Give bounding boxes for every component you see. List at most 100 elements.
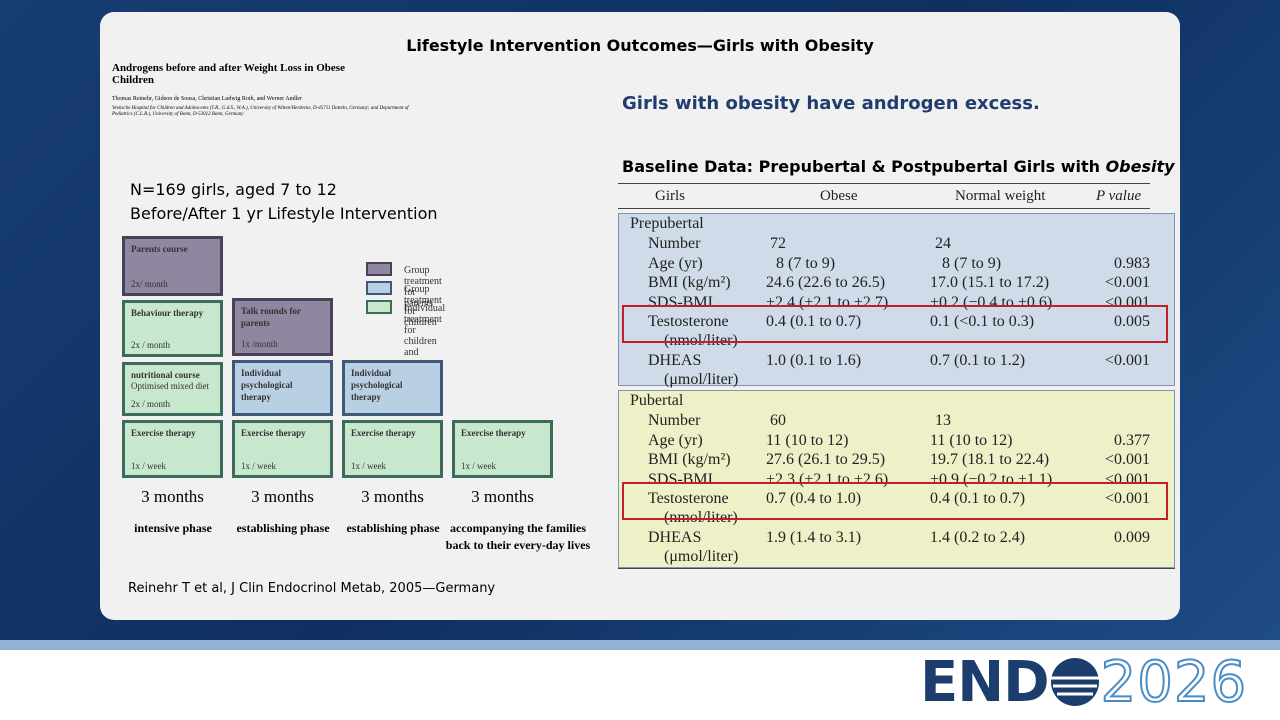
column-header: Girls — [655, 188, 685, 204]
obese-value: 72 — [770, 235, 786, 252]
therapy-box: Behaviour therapy 2x / month — [122, 300, 223, 357]
therapy-box: Exercise therapy 1x / week — [232, 420, 333, 478]
citation: Reinehr T et al, J Clin Endocrinol Metab… — [128, 581, 496, 596]
normal-value: 24 — [935, 235, 951, 252]
therapy-box: Talk rounds for parents 1x /month — [232, 298, 333, 356]
box-title: Parents course — [131, 244, 188, 254]
box-frequency: 1x / week — [461, 461, 496, 471]
p-value: 0.983 — [1114, 254, 1150, 272]
obese-value: 1.0 (0.1 to 1.6) — [766, 352, 862, 369]
row-label: DHEAS — [648, 352, 702, 369]
row-unit: (nmol/liter) — [664, 332, 738, 349]
row-label: Number — [648, 235, 701, 252]
therapy-box: Individual psychological therapy — [232, 360, 333, 416]
obese-value: 1.9 (1.4 to 3.1) — [766, 529, 862, 546]
row-label: Testosterone — [648, 313, 729, 330]
obese-value: 0.7 (0.4 to 1.0) — [766, 490, 862, 507]
logo-left: END — [920, 649, 1050, 715]
box-title: Behaviour therapy — [131, 308, 204, 318]
row-label: BMI (kg/m²) — [648, 274, 731, 291]
row-label: Number — [648, 412, 701, 429]
therapy-box: Exercise therapy 1x / week — [122, 420, 223, 478]
p-value: <0.001 — [1104, 352, 1150, 369]
p-value: <0.001 — [1104, 274, 1150, 291]
group-name: Pubertal — [630, 392, 684, 409]
therapy-box: nutritional course Optimised mixed diet 2x… — [122, 362, 223, 416]
therapy-box: Exercise therapy 1x / week — [342, 420, 443, 478]
logo-right: 2026 — [1100, 649, 1248, 716]
column-header: P value — [1096, 188, 1142, 204]
box-title: Exercise therapy — [131, 428, 196, 438]
normal-value: 1.4 (0.2 to 2.4) — [930, 529, 1026, 546]
duration: 3 months — [141, 487, 204, 506]
rule — [618, 183, 1150, 184]
row-unit: (nmol/liter) — [664, 509, 738, 526]
legend-label: Group treatment for children — [404, 284, 442, 328]
box-frequency: 2x/ month — [131, 279, 168, 289]
normal-value: 11 (10 to 12) — [930, 431, 1013, 449]
study-info: N=169 girls, aged 7 to 12 Before/After 1… — [130, 178, 438, 226]
box-title: Individual psychological therapy — [351, 368, 403, 402]
group-band — [618, 390, 1175, 568]
obese-value: 24.6 (22.6 to 26.5) — [766, 274, 886, 291]
obese-value: 8 (7 to 9) — [776, 254, 836, 272]
p-value: <0.001 — [1104, 490, 1150, 507]
phase: establishing phase — [346, 521, 440, 535]
box-title: Exercise therapy — [461, 428, 526, 438]
study-line: N=169 girls, aged 7 to 12 — [130, 180, 337, 199]
p-value: 0.377 — [1114, 431, 1150, 449]
phase: accompanying the families back to their … — [445, 521, 591, 552]
logo: END 2026 — [920, 649, 1248, 716]
row-label: Testosterone — [648, 490, 729, 507]
table-title: Baseline Data: Prepubertal & Postpuberta… — [622, 157, 1175, 176]
row-label: BMI (kg/m²) — [648, 451, 731, 468]
logo-globe — [1050, 658, 1099, 706]
normal-value: 0.1 (<0.1 to 0.3) — [930, 313, 1035, 330]
row-unit: (μmol/liter) — [664, 548, 739, 565]
therapy-box: Exercise therapy 1x / week — [452, 420, 553, 478]
divider — [0, 640, 1280, 650]
group-band — [618, 213, 1175, 386]
table-title-emphasis: Obesity — [1105, 157, 1175, 176]
obese-value: 0.4 (0.1 to 0.7) — [766, 313, 862, 330]
column-header: Obese — [820, 188, 858, 204]
slide-title: Lifestyle Intervention Outcomes—Girls wi… — [406, 36, 874, 55]
box-title: Exercise therapy — [351, 428, 416, 438]
study-line: Before/After 1 yr Lifestyle Intervention — [130, 204, 438, 223]
therapy-box: Parents course 2x/ month — [122, 236, 223, 296]
legend-swatch — [366, 281, 392, 295]
box-frequency: 2x / month — [131, 399, 171, 409]
box-subtitle: Optimised mixed diet — [131, 381, 209, 391]
highlight — [622, 305, 1168, 343]
obese-value: 60 — [770, 412, 786, 429]
paper-title: Androgens before and after Weight Loss i… — [112, 62, 345, 86]
box-frequency: 2x / month — [131, 340, 171, 350]
normal-value: 8 (7 to 9) — [942, 254, 1002, 272]
p-value: 0.009 — [1114, 529, 1150, 546]
group-name: Prepubertal — [630, 215, 704, 232]
legend-swatch — [366, 262, 392, 276]
row-label: Age (yr) — [648, 254, 703, 272]
box-title: Exercise therapy — [241, 428, 306, 438]
duration: 3 months — [361, 487, 424, 506]
row-label: Age (yr) — [648, 431, 703, 449]
normal-value: 19.7 (18.1 to 22.4) — [930, 451, 1050, 468]
column-header: Normal weight — [955, 188, 1046, 204]
box-title: Talk rounds for parents — [241, 306, 301, 328]
rule — [618, 208, 1150, 209]
duration: 3 months — [251, 487, 314, 506]
obese-value: 27.6 (26.1 to 29.5) — [766, 451, 886, 468]
phase: intensive phase — [134, 521, 212, 535]
box-frequency: 1x / week — [241, 461, 276, 471]
box-frequency: 1x /month — [241, 339, 278, 349]
normal-value: 17.0 (15.1 to 17.2) — [930, 274, 1050, 291]
paper-affiliation: Vestische Hospital for Children and Adol… — [112, 106, 409, 117]
phase: establishing phase — [236, 521, 330, 535]
p-value: 0.005 — [1114, 313, 1150, 330]
box-frequency: 1x / week — [131, 461, 166, 471]
obese-value: 11 (10 to 12) — [766, 431, 849, 449]
therapy-box: Individual psychological therapy — [342, 360, 443, 416]
paper-authors: Thomas Reinehr, Gideon de Sousa, Christi… — [112, 96, 302, 102]
headline: Girls with obesity have androgen excess. — [622, 93, 1040, 114]
